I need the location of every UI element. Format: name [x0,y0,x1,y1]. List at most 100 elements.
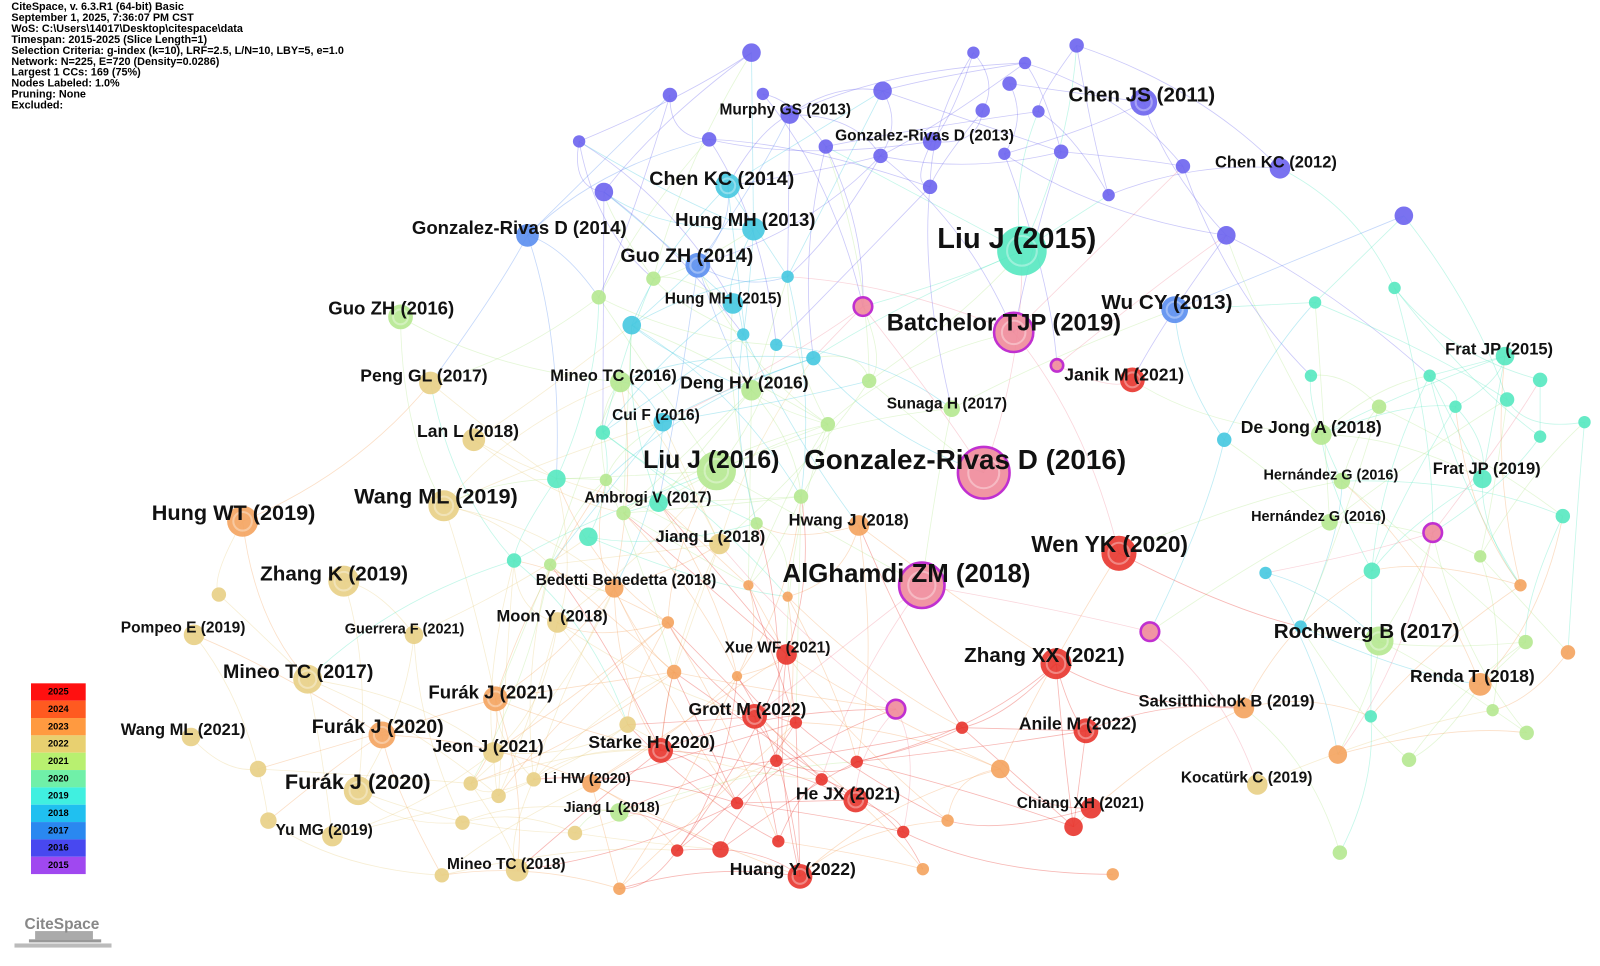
edge [1321,434,1483,480]
legend-year: 2016 [48,843,69,853]
edge [795,496,802,723]
node [582,774,601,793]
edge [673,671,856,801]
edge [623,389,752,514]
edge [709,138,933,152]
edge [748,424,829,586]
edge [498,724,628,797]
edge [517,802,738,871]
node [1053,144,1069,159]
node [742,43,761,62]
node-label: Furák J (2021) [428,682,553,703]
node-label: Liu J (2016) [643,447,779,474]
edge [473,324,633,441]
edge [1076,45,1281,169]
node [1423,369,1436,382]
node [1519,725,1534,741]
edge [1371,478,1483,572]
node [1139,621,1161,643]
edge [1432,379,1541,533]
node [649,493,668,512]
edge [727,185,752,391]
node [737,328,750,341]
edge [462,816,576,834]
edge [1309,375,1343,482]
node-ring [1077,722,1095,740]
logo-base [28,939,102,943]
node [1073,718,1099,744]
edge [623,512,749,586]
node-ring [1045,653,1067,675]
edge [1321,405,1456,435]
node [1106,868,1119,881]
edge [1174,302,1316,311]
edge [631,185,729,326]
legend-swatch [30,856,86,875]
legend-swatch [30,700,86,719]
logo-building [35,931,93,940]
node [1032,105,1045,118]
node-label: Deng HY (2016) [680,373,808,393]
node-label: Gonzalez-Rivas D (2013) [835,127,1014,144]
edge [662,380,870,423]
edge [1265,532,1433,574]
edge [549,564,675,673]
node [722,293,744,314]
edge [190,736,259,770]
edge [193,634,383,736]
edge [1314,302,1330,523]
edge [557,622,755,717]
header-line: September 1, 2025, 7:36:07 PM CST [11,12,194,24]
node-ring [967,456,1001,490]
edge [730,303,758,524]
edge [1500,356,1521,586]
edge [513,560,669,623]
edge [880,155,1015,333]
edge [556,297,600,480]
node [1364,626,1394,656]
edge [602,432,788,597]
node [955,721,969,734]
node [666,664,682,680]
edge [660,543,720,751]
edge [1223,302,1316,440]
edge [443,421,663,507]
edge [719,543,897,710]
node [1269,157,1291,179]
edge [962,727,1086,732]
edge [557,470,717,623]
edge [619,870,801,890]
edge [754,584,923,717]
edge [307,678,494,753]
edge [1320,434,1373,572]
edge [1394,287,1541,381]
edge [443,505,496,699]
node [613,882,626,895]
edge [858,525,1057,665]
node-label: De Jong A (2018) [1241,417,1382,437]
edge [473,439,624,514]
node [885,698,907,720]
edge [676,654,787,851]
edge [1108,166,1281,196]
edge [856,761,1074,828]
node [1119,367,1145,393]
edge [1378,640,1527,734]
node [419,371,442,395]
node [567,825,583,841]
node [1518,634,1533,650]
node-label: Xue WF (2021) [725,639,831,656]
legend-swatch [30,752,86,771]
edge [1337,532,1434,755]
node [701,132,717,147]
edge [781,654,801,877]
edge [1408,684,1481,761]
node-ring [1107,541,1131,565]
edge [825,146,864,307]
node-ring [746,707,764,725]
node-label: Murphy GS (2013) [719,102,851,119]
edge [495,698,661,751]
node [1259,566,1272,580]
edge [1455,406,1521,586]
edge [631,324,802,497]
